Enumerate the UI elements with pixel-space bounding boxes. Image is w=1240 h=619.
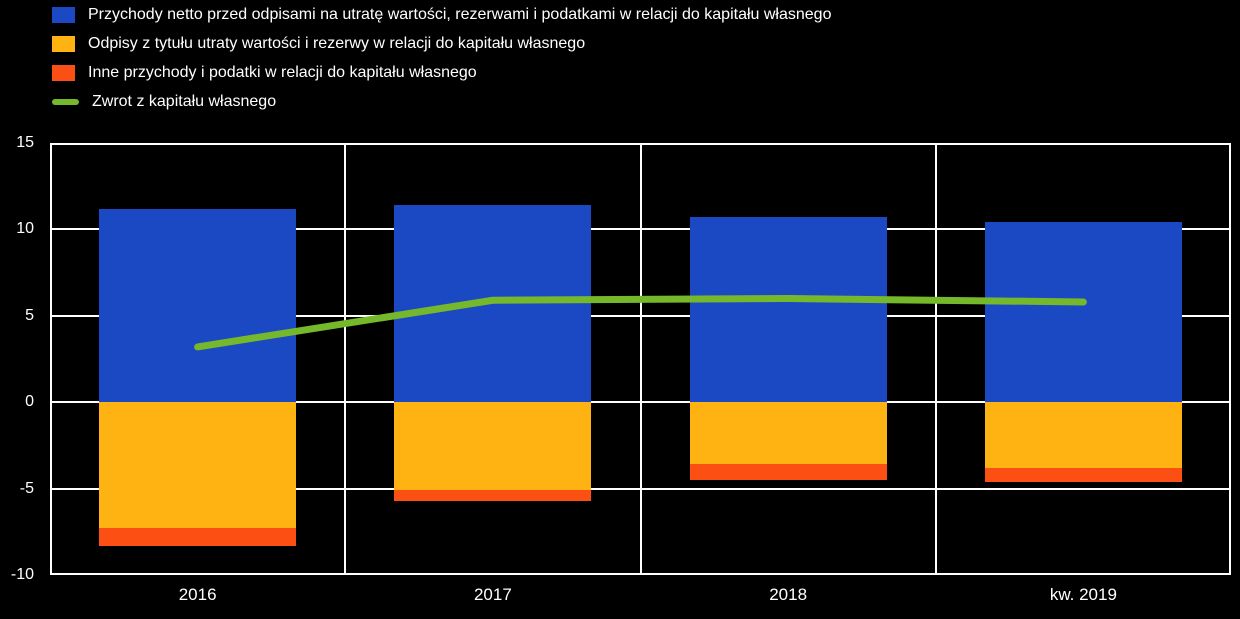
legend-label-net-income: Przychody netto przed odpisami na utratę…	[88, 6, 832, 23]
bar-other-taxes-kw. 2019	[984, 467, 1182, 482]
chart-legend: Przychody netto przed odpisami na utratę…	[52, 5, 831, 112]
bar-impairments-kw. 2019	[984, 402, 1182, 468]
bar-net-income-kw. 2019	[984, 222, 1182, 403]
gridline-x-1	[344, 143, 347, 575]
y-tick-label--10: -10	[10, 566, 34, 583]
legend-item-other-taxes: Inne przychody i podatki w relacji do ka…	[52, 63, 831, 83]
gridline-x-3	[934, 143, 937, 575]
x-tick-label-2016: 2016	[178, 585, 217, 604]
legend-item-roe: Zwrot z kapitału własnego	[52, 92, 831, 112]
y-tick-label-15: 15	[16, 134, 34, 151]
roe-line	[194, 295, 1087, 351]
legend-swatch-impairments	[52, 36, 75, 52]
x-tick-label-2017: 2017	[473, 585, 512, 604]
y-tick-label--5: -5	[19, 479, 34, 497]
x-tick-label-kw. 2019: kw. 2019	[1049, 585, 1117, 604]
legend-item-net-income: Przychody netto przed odpisami na utratę…	[52, 5, 831, 25]
legend-swatch-net-income	[52, 7, 75, 23]
bar-impairments-2016	[99, 402, 297, 529]
y-tick-label-0: 0	[25, 393, 34, 411]
bar-other-taxes-2018	[689, 464, 887, 480]
bar-net-income-2016	[99, 208, 297, 403]
plot-wrap	[50, 143, 1231, 575]
legend-label-other-taxes: Inne przychody i podatki w relacji do ka…	[88, 64, 477, 81]
legend-label-impairments: Odpisy z tytułu utraty wartości i rezerw…	[88, 35, 586, 52]
legend-swatch-other-taxes	[52, 65, 75, 81]
y-tick-label-10: 10	[16, 220, 34, 238]
bar-other-taxes-2017	[394, 490, 592, 501]
bar-other-taxes-2016	[99, 528, 297, 546]
y-axis-labels: 15 10 5 0 -5 -10	[0, 134, 40, 583]
plot-area	[50, 143, 1231, 575]
bar-impairments-2018	[689, 402, 887, 465]
gridline-x-2	[639, 143, 642, 575]
x-axis-labels: 2016 2017 2018 kw. 2019	[50, 583, 1231, 609]
x-tick-label-2018: 2018	[769, 585, 808, 604]
bar-impairments-2017	[394, 402, 592, 491]
bar-net-income-2018	[689, 217, 887, 403]
legend-item-impairments: Odpisy z tytułu utraty wartości i rezerw…	[52, 34, 831, 54]
y-tick-label-5: 5	[25, 306, 34, 324]
legend-label-roe: Zwrot z kapitału własnego	[92, 93, 277, 110]
legend-swatch-roe-line	[52, 99, 79, 105]
